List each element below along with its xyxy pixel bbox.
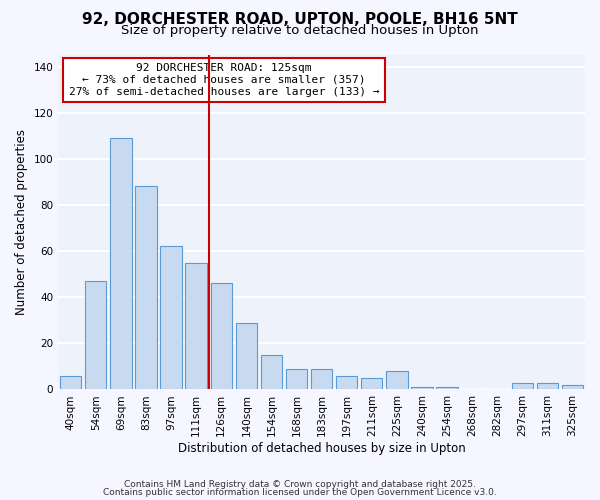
- Text: Size of property relative to detached houses in Upton: Size of property relative to detached ho…: [121, 24, 479, 37]
- Bar: [411, 387, 433, 390]
- Bar: [236, 322, 257, 390]
- Bar: [386, 371, 407, 390]
- Bar: [512, 382, 533, 390]
- Bar: [562, 385, 583, 390]
- Bar: [85, 281, 106, 390]
- Text: 92 DORCHESTER ROAD: 125sqm
← 73% of detached houses are smaller (357)
27% of sem: 92 DORCHESTER ROAD: 125sqm ← 73% of deta…: [69, 64, 379, 96]
- Bar: [211, 284, 232, 390]
- Bar: [60, 376, 82, 390]
- Bar: [537, 382, 558, 390]
- Bar: [185, 262, 207, 390]
- Bar: [286, 368, 307, 390]
- Bar: [110, 138, 131, 390]
- Bar: [311, 368, 332, 390]
- Bar: [336, 376, 358, 390]
- Bar: [261, 355, 282, 390]
- X-axis label: Distribution of detached houses by size in Upton: Distribution of detached houses by size …: [178, 442, 466, 455]
- Y-axis label: Number of detached properties: Number of detached properties: [15, 129, 28, 315]
- Bar: [160, 246, 182, 390]
- Text: Contains HM Land Registry data © Crown copyright and database right 2025.: Contains HM Land Registry data © Crown c…: [124, 480, 476, 489]
- Bar: [436, 387, 458, 390]
- Bar: [361, 378, 382, 390]
- Bar: [136, 186, 157, 390]
- Text: 92, DORCHESTER ROAD, UPTON, POOLE, BH16 5NT: 92, DORCHESTER ROAD, UPTON, POOLE, BH16 …: [82, 12, 518, 28]
- Text: Contains public sector information licensed under the Open Government Licence v3: Contains public sector information licen…: [103, 488, 497, 497]
